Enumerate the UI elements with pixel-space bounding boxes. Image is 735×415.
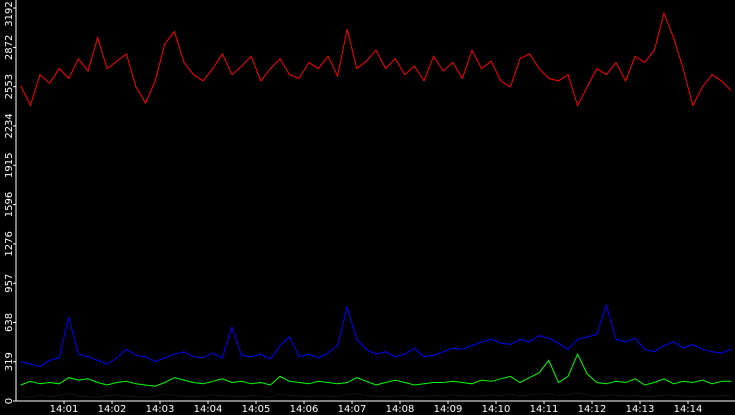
x-tick-label: 14:06: [290, 404, 319, 415]
x-tick-label: 14:11: [530, 404, 559, 415]
series-line: [20, 303, 732, 368]
y-tick-label: 3192: [4, 1, 15, 26]
series-line: [20, 11, 732, 107]
x-tick-label: 14:08: [386, 404, 415, 415]
y-tick-label: 638: [4, 313, 15, 332]
x-tick-label: 14:02: [98, 404, 127, 415]
x-tick-label: 14:12: [578, 404, 607, 415]
y-tick-label: 1276: [4, 231, 15, 256]
y-tick-label: 2872: [4, 35, 15, 60]
x-tick-label: 14:03: [146, 404, 175, 415]
y-tick-label: 2553: [4, 74, 15, 99]
x-tick-label: 14:09: [434, 404, 463, 415]
x-tick-label: 14:14: [674, 404, 703, 415]
x-tick-label: 14:07: [338, 404, 367, 415]
y-tick-label: 957: [4, 274, 15, 293]
series-line: [20, 353, 732, 387]
y-tick-label: 319: [4, 352, 15, 371]
x-tick-label: 14:05: [242, 404, 271, 415]
y-tick-label: 1596: [4, 192, 15, 217]
x-tick-label: 14:04: [194, 404, 223, 415]
x-tick-label: 14:13: [626, 404, 655, 415]
series-line: [20, 392, 732, 398]
x-tick-label: 14:01: [50, 404, 79, 415]
y-tick-label: 0: [4, 398, 15, 404]
y-tick-label: 1915: [4, 152, 15, 177]
x-tick-label: 14:10: [482, 404, 511, 415]
y-tick-label: 2234: [4, 113, 15, 138]
